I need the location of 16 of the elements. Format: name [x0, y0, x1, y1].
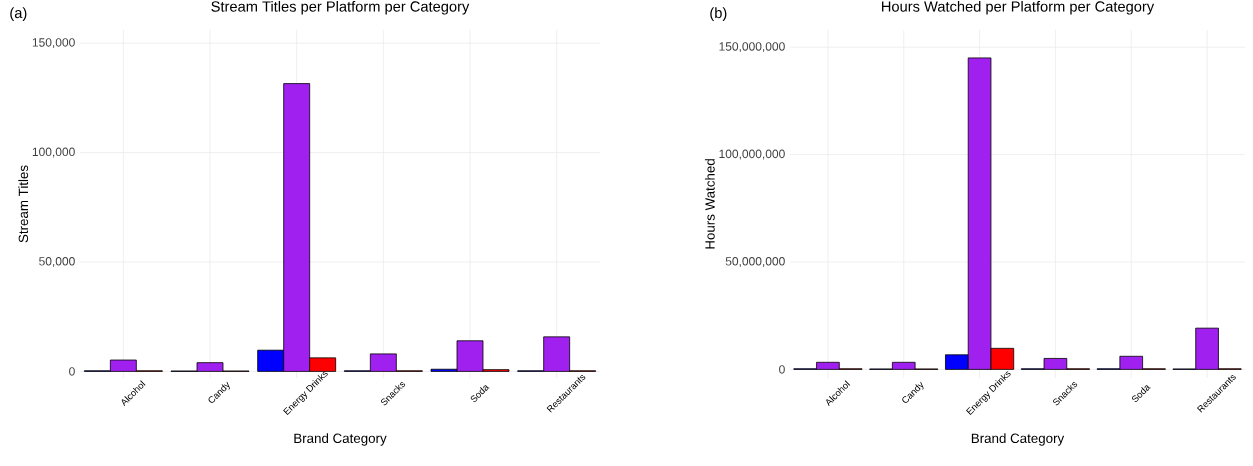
- text: (b): [710, 7, 727, 22]
- y-tick-label: 50,000,000: [725, 257, 785, 267]
- x-axis-title: Brand Category: [971, 433, 1065, 446]
- y-tick-label: 0: [779, 365, 785, 374]
- y-axis-title: Stream Titles: [18, 165, 29, 243]
- y-axis-title: Hours Watched: [704, 159, 715, 249]
- y-tick-label: 0: [69, 367, 75, 376]
- y-tick-label: 150,000: [32, 38, 75, 49]
- y-tick-label: 100,000: [32, 147, 75, 158]
- y-tick-label: 50,000: [39, 257, 75, 267]
- chart-title: Stream Titles per Platform per Category: [211, 0, 470, 15]
- x-axis-title: Brand Category: [294, 433, 387, 446]
- chart-title: Hours Watched per Platform per Category: [882, 0, 1155, 15]
- y-tick-label: 150,000,000: [719, 42, 785, 53]
- y-tick-label: 100,000,000: [719, 149, 785, 160]
- text: (a): [10, 7, 27, 22]
